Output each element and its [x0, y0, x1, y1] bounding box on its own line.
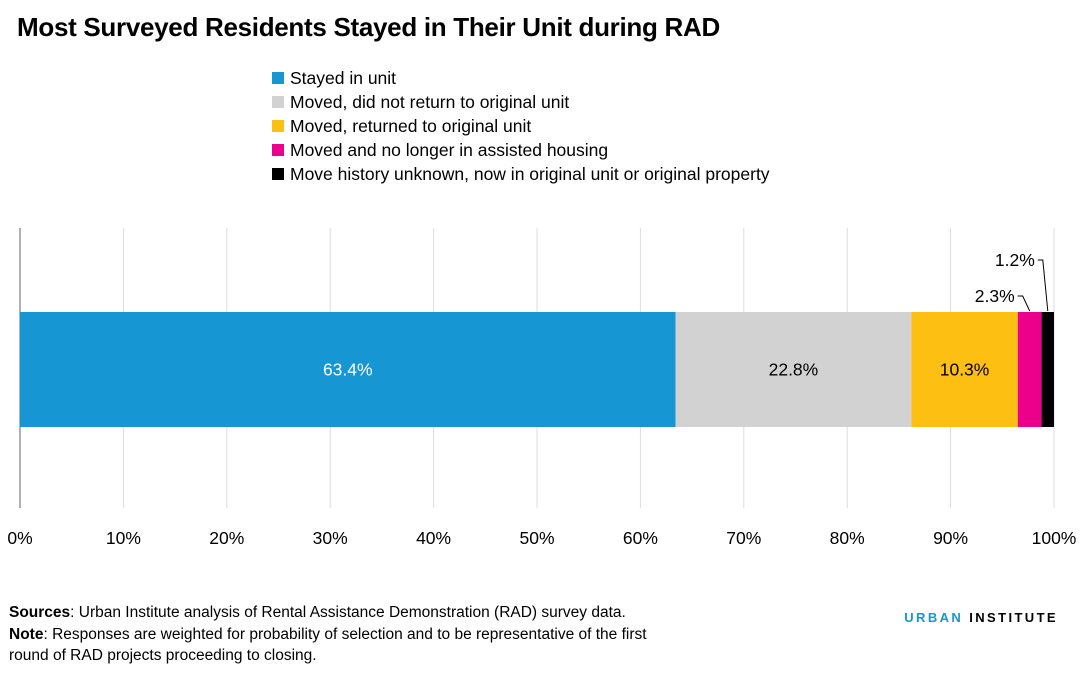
- legend-swatch: [272, 144, 284, 156]
- data-label: 63.4%: [323, 360, 373, 380]
- urban-institute-logo: URBAN INSTITUTE: [904, 610, 1058, 625]
- x-tick-label: 100%: [1032, 528, 1077, 548]
- legend-label: Moved, did not return to original unit: [290, 91, 570, 112]
- legend-swatch: [272, 168, 284, 180]
- data-label: 1.2%: [995, 250, 1035, 270]
- label-leader-line: [1037, 259, 1049, 312]
- sources-text: : Urban Institute analysis of Rental Ass…: [70, 604, 626, 621]
- bar-segment: [1041, 312, 1054, 427]
- legend-item: Moved and no longer in assisted housing: [272, 138, 770, 162]
- legend-swatch: [272, 96, 284, 108]
- x-tick-label: 40%: [416, 528, 451, 548]
- note-text-line1: : Responses are weighted for probability…: [43, 625, 647, 643]
- bar-segment: [1017, 312, 1042, 427]
- note-line: Note: Responses are weighted for probabi…: [9, 624, 647, 646]
- x-tick-label: 30%: [313, 528, 348, 548]
- note-label: Note: [9, 625, 44, 643]
- data-label: 2.3%: [975, 286, 1015, 306]
- legend-item: Stayed in unit: [272, 66, 770, 90]
- x-tick-label: 80%: [830, 528, 865, 548]
- label-leader-line: [1017, 295, 1031, 312]
- sources-label: Sources: [9, 604, 71, 621]
- legend-label: Stayed in unit: [290, 67, 397, 88]
- bar-segment: [911, 312, 1018, 427]
- x-tick-label: 50%: [519, 528, 554, 548]
- x-tick-label: 10%: [106, 528, 141, 548]
- stacked-bar-chart: 0% 10% 20% 30% 40% 50% 60% 70% 80% 90% 100% 63.4% 22…: [7, 228, 1077, 548]
- x-tick-label: 70%: [726, 528, 761, 548]
- legend-label: Moved, returned to original unit: [290, 115, 532, 136]
- legend: Stayed in unit Moved, did not return to o…: [272, 66, 770, 186]
- chart-title: Most Surveyed Residents Stayed in Their …: [17, 12, 720, 42]
- x-tick-label: 60%: [623, 528, 658, 548]
- bar-segment: [20, 312, 676, 427]
- sources-line: Sources: Urban Institute analysis of Ren…: [9, 602, 647, 624]
- legend-swatch: [272, 120, 284, 132]
- x-tick-label: 0%: [7, 528, 32, 548]
- x-tick-label: 90%: [933, 528, 968, 548]
- note-text-line2: round of RAD projects proceeding to clos…: [9, 647, 317, 664]
- logo-word-urban: URBAN: [904, 610, 964, 625]
- legend-item: Moved, returned to original unit: [272, 114, 770, 138]
- x-tick-label: 20%: [209, 528, 244, 548]
- bar-segment: [675, 312, 912, 427]
- legend-item: Move history unknown, now in original un…: [272, 162, 770, 186]
- legend-label: Moved and no longer in assisted housing: [290, 139, 609, 160]
- chart-notes: Sources: Urban Institute analysis of Ren…: [9, 602, 647, 667]
- data-label: 22.8%: [769, 360, 819, 380]
- data-label: 10.3%: [940, 360, 990, 380]
- logo-word-institute: INSTITUTE: [969, 610, 1058, 625]
- legend-label: Move history unknown, now in original un…: [290, 163, 770, 184]
- legend-item: Moved, did not return to original unit: [272, 90, 770, 114]
- legend-swatch: [272, 72, 284, 84]
